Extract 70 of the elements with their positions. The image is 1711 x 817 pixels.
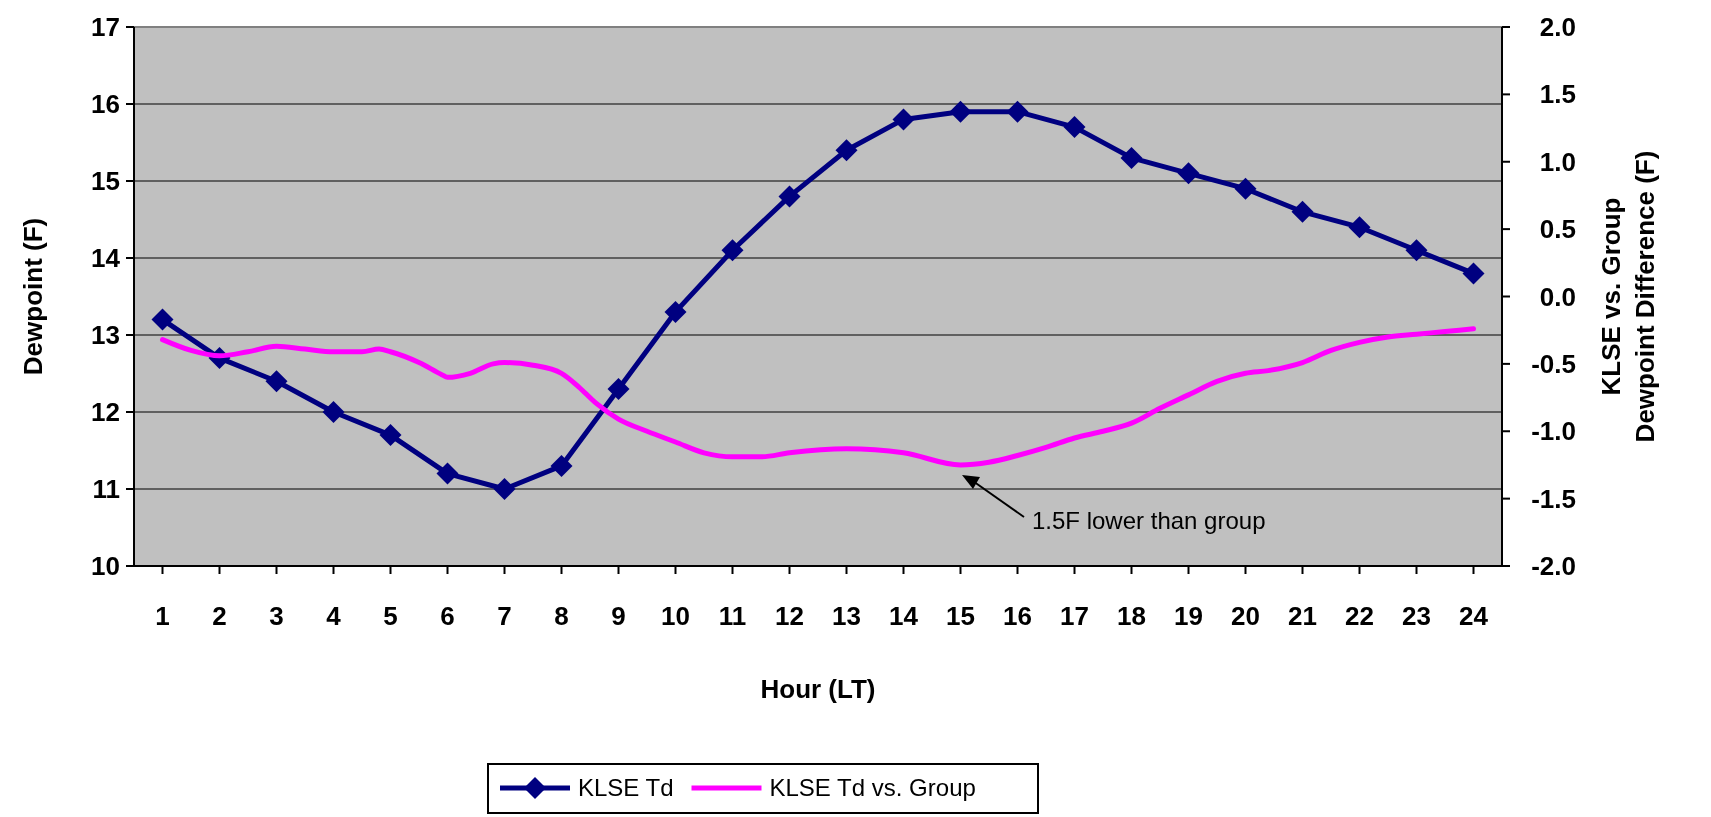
- point: [493, 478, 516, 500]
- point: [778, 185, 801, 208]
- point: [835, 139, 858, 162]
- legend-label: KLSE Td vs. Group: [769, 774, 976, 802]
- y2-tick-label: 2.0: [1539, 12, 1576, 43]
- point: [550, 454, 573, 477]
- x-tick-label: 10: [661, 601, 690, 631]
- x-tick-label: 18: [1117, 601, 1146, 631]
- point: [721, 239, 744, 262]
- y-tick-label: 15: [91, 166, 120, 197]
- point: [1006, 100, 1029, 123]
- y-tick-label: 12: [91, 397, 120, 428]
- point: [1291, 200, 1314, 223]
- y2-tick-label: 0.5: [1539, 214, 1576, 245]
- point: [1063, 116, 1086, 139]
- point: [1120, 146, 1143, 169]
- x-tick-label: 19: [1174, 601, 1203, 631]
- point: [151, 308, 174, 331]
- x-tick-label: 9: [611, 601, 626, 631]
- x-tick-label: 17: [1060, 601, 1089, 631]
- y-tick-label: 13: [91, 320, 120, 351]
- x-tick-label: 8: [554, 601, 569, 631]
- point: [607, 377, 630, 400]
- x-tick-label: 15: [946, 601, 975, 631]
- x-tick-label: 24: [1459, 601, 1489, 631]
- x-tick-label: 6: [440, 601, 455, 631]
- point: [436, 462, 459, 485]
- x-tick-label: 21: [1288, 601, 1317, 631]
- y2-tick-label: -1.5: [1531, 483, 1576, 514]
- x-tick-label: 22: [1345, 601, 1374, 631]
- x-tick-label: 13: [832, 601, 861, 631]
- point: [1462, 262, 1485, 285]
- point: [664, 300, 687, 323]
- point: [1405, 239, 1428, 262]
- x-tick-label: 12: [775, 601, 804, 631]
- y2-axis-title: KLSE vs. Group Dewpoint Difference (F): [1596, 150, 1660, 443]
- point: [265, 370, 288, 393]
- x-tick-label: 11: [718, 601, 747, 631]
- legend-label: KLSE Td: [578, 774, 674, 802]
- y2-tick-label: -2.0: [1531, 551, 1576, 582]
- x-tick-label: 4: [326, 601, 342, 631]
- y-tick-label: 17: [91, 12, 120, 43]
- y2-tick-label: -1.0: [1531, 416, 1576, 447]
- y-tick-label: 14: [91, 243, 121, 274]
- y2-tick-label: -0.5: [1531, 348, 1576, 379]
- point: [949, 100, 972, 123]
- x-tick-label: 2: [212, 601, 227, 631]
- x-tick-label: 5: [383, 601, 398, 631]
- x-tick-label: 3: [269, 601, 284, 631]
- x-tick-label: 16: [1003, 601, 1032, 631]
- y2-tick-label: 1.0: [1539, 146, 1576, 177]
- point: [379, 424, 402, 447]
- x-tick-label: 14: [889, 601, 919, 631]
- point: [1348, 216, 1371, 239]
- x-axis-title: Hour (LT): [760, 674, 876, 704]
- y2-tick-label: 1.5: [1539, 79, 1576, 110]
- y-tick-label: 16: [91, 89, 120, 120]
- y-axis-title: Dewpoint (F): [18, 217, 48, 376]
- annotation: 1.5F lower than group: [1032, 507, 1266, 534]
- x-tick-label: 7: [497, 601, 512, 631]
- x-tick-label: 20: [1231, 601, 1260, 631]
- point: [892, 108, 915, 131]
- x-tick-label: 1: [155, 601, 170, 631]
- y-tick-label: 11: [92, 474, 120, 505]
- y-tick-label: 10: [91, 551, 120, 582]
- x-tick-label: 23: [1402, 601, 1431, 631]
- point: [1177, 162, 1200, 185]
- point: [322, 401, 345, 423]
- point: [1234, 177, 1257, 200]
- y2-tick-label: 0.0: [1539, 281, 1576, 312]
